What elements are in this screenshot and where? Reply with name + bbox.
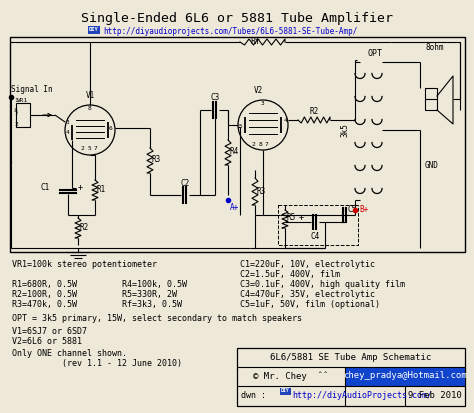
Text: R3: R3 xyxy=(152,156,161,164)
Text: R4: R4 xyxy=(230,147,239,157)
Text: R1=680R, 0.5W         R4=100k, 0.5W: R1=680R, 0.5W R4=100k, 0.5W xyxy=(12,280,187,289)
Text: VR1=100k stereo potentiometer: VR1=100k stereo potentiometer xyxy=(12,260,157,269)
Text: C2: C2 xyxy=(181,178,190,188)
Text: R2=100R, 0.5W         R5=330R, 2W: R2=100R, 0.5W R5=330R, 2W xyxy=(12,290,177,299)
Text: 9 Feb 2010: 9 Feb 2010 xyxy=(408,392,462,401)
Text: chey_pradya@Hotmail.com: chey_pradya@Hotmail.com xyxy=(343,372,467,380)
Text: C4=470uF, 35V, electrolytic: C4=470uF, 35V, electrolytic xyxy=(240,290,375,299)
Text: (rev 1.1 - 12 June 2010): (rev 1.1 - 12 June 2010) xyxy=(12,359,182,368)
Bar xyxy=(237,348,465,406)
Text: V1: V1 xyxy=(85,91,95,100)
Text: Signal In: Signal In xyxy=(11,85,53,95)
Text: C2=1.5uF, 400V, film: C2=1.5uF, 400V, film xyxy=(240,270,340,279)
Text: C4: C4 xyxy=(310,232,319,241)
Text: dwn :: dwn : xyxy=(241,392,266,401)
Text: DIY: DIY xyxy=(89,27,99,32)
Text: C1=220uF, 10V, electrolytic: C1=220uF, 10V, electrolytic xyxy=(240,260,375,269)
Text: 2: 2 xyxy=(251,142,255,147)
Text: http://diyaudioprojects.com/Tubes/6L6-5881-SE-Tube-Amp/: http://diyaudioprojects.com/Tubes/6L6-58… xyxy=(103,27,357,36)
Text: 8: 8 xyxy=(88,106,92,111)
Text: 5: 5 xyxy=(239,124,243,130)
Text: OPT: OPT xyxy=(367,49,383,58)
Text: ½: ½ xyxy=(14,109,18,115)
Text: R2: R2 xyxy=(310,107,319,116)
Text: B+: B+ xyxy=(359,206,368,214)
Bar xyxy=(88,26,100,34)
Bar xyxy=(345,367,465,386)
Text: C3: C3 xyxy=(210,93,219,102)
Text: R1: R1 xyxy=(97,185,106,195)
Text: V1=6SJ7 or 6SD7: V1=6SJ7 or 6SD7 xyxy=(12,327,87,336)
Text: R3=470k, 0.5W         Rf=3k3, 0.5W: R3=470k, 0.5W Rf=3k3, 0.5W xyxy=(12,300,182,309)
Text: 3: 3 xyxy=(261,101,265,106)
Text: 2: 2 xyxy=(80,147,84,152)
Bar xyxy=(278,205,358,245)
Text: R2: R2 xyxy=(80,223,89,233)
Text: C5=1uF, 50V, film (optional): C5=1uF, 50V, film (optional) xyxy=(240,300,380,309)
Text: 7: 7 xyxy=(265,142,269,147)
Text: OPT = 3k5 primary, 15W, select secondary to match speakers: OPT = 3k5 primary, 15W, select secondary… xyxy=(12,314,302,323)
Text: DIY: DIY xyxy=(281,389,289,394)
Text: 8ohm: 8ohm xyxy=(426,43,444,52)
Text: 6L6/5881 SE Tube Amp Schematic: 6L6/5881 SE Tube Amp Schematic xyxy=(270,353,432,361)
Bar xyxy=(425,88,437,110)
Text: http://diyAudioProjects.com/: http://diyAudioProjects.com/ xyxy=(292,392,432,401)
Text: 4: 4 xyxy=(284,118,288,123)
Text: 6: 6 xyxy=(109,126,113,131)
Bar xyxy=(10,37,465,252)
Text: R3: R3 xyxy=(257,188,266,197)
Text: 2: 2 xyxy=(14,123,18,128)
Text: 5: 5 xyxy=(88,147,92,152)
Text: Single-Ended 6L6 or 5881 Tube Amplifier: Single-Ended 6L6 or 5881 Tube Amplifier xyxy=(81,12,393,25)
Bar xyxy=(16,103,30,127)
Bar xyxy=(280,388,291,395)
Text: 7: 7 xyxy=(94,147,98,152)
Text: 8: 8 xyxy=(259,142,263,147)
Text: VR1: VR1 xyxy=(17,98,28,103)
Text: 3: 3 xyxy=(66,119,70,124)
Text: C5: C5 xyxy=(348,206,357,214)
Text: V2=6L6 or 5881: V2=6L6 or 5881 xyxy=(12,337,82,346)
Text: 1: 1 xyxy=(14,97,18,102)
Text: 4: 4 xyxy=(66,130,70,135)
Text: +: + xyxy=(299,214,303,223)
Text: C3=0.1uF, 400V, high quality film: C3=0.1uF, 400V, high quality film xyxy=(240,280,405,289)
Text: 3k5: 3k5 xyxy=(341,123,350,137)
Text: Only ONE channel shown.: Only ONE channel shown. xyxy=(12,349,127,358)
Text: Rf: Rf xyxy=(250,37,260,46)
Text: GND: GND xyxy=(425,161,439,169)
Text: C1: C1 xyxy=(41,183,50,192)
Text: R5: R5 xyxy=(287,214,296,223)
Text: +: + xyxy=(78,183,83,192)
Text: A+: A+ xyxy=(230,203,239,212)
Text: V2: V2 xyxy=(254,86,263,95)
Text: © Mr. Chey  ˆˆ: © Mr. Chey ˆˆ xyxy=(254,371,328,381)
